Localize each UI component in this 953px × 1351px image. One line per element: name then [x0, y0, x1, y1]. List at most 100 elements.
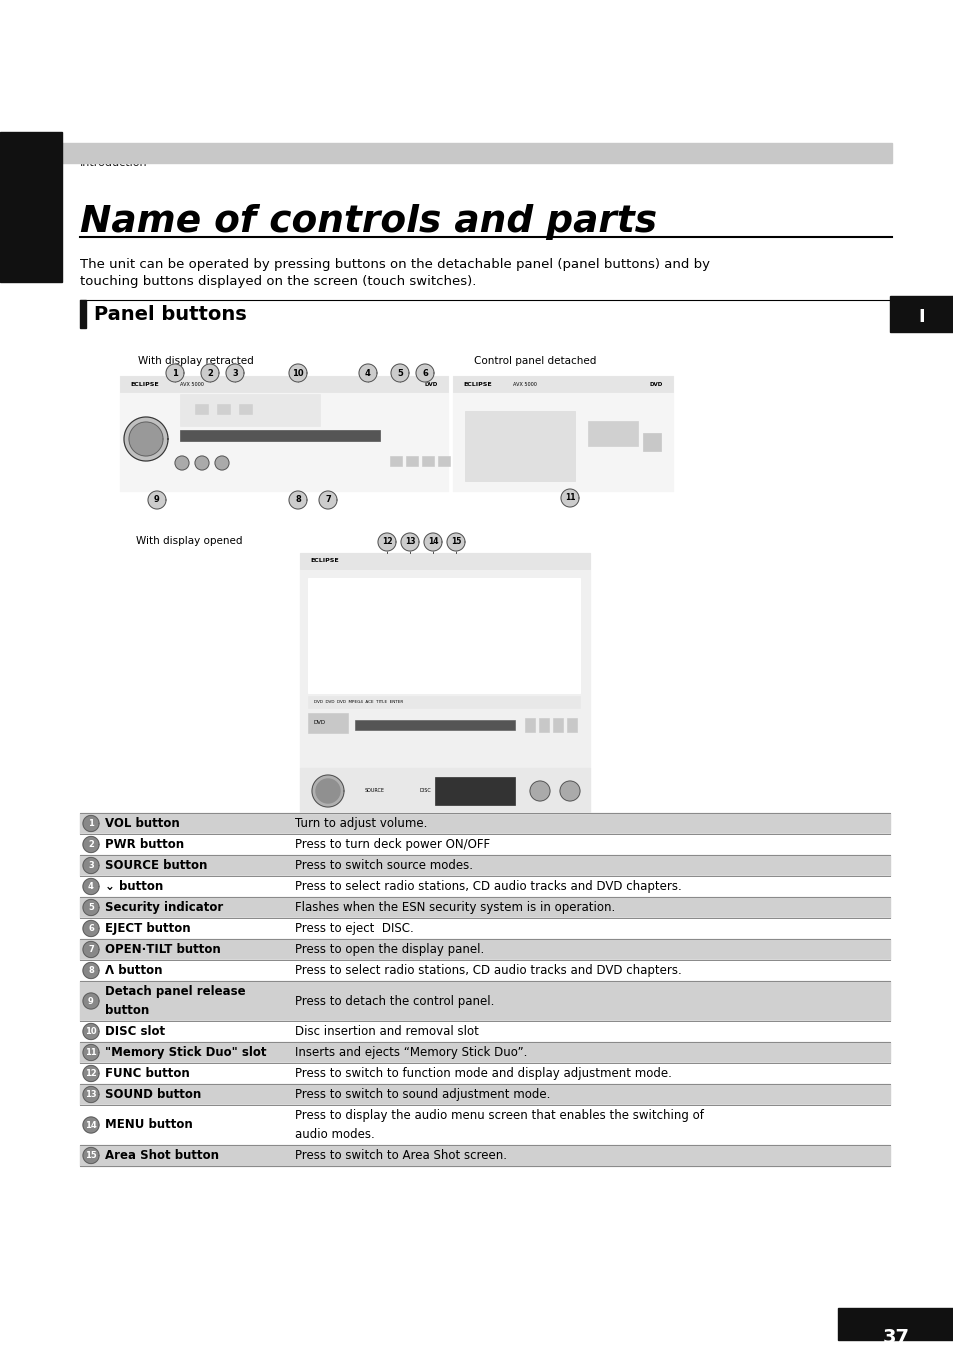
- Bar: [120, 376, 448, 490]
- Text: DISC slot: DISC slot: [105, 1025, 165, 1038]
- Text: SOURCE: SOURCE: [365, 789, 385, 793]
- Text: 5: 5: [396, 369, 402, 377]
- Polygon shape: [83, 962, 99, 978]
- Bar: [80, 1105, 889, 1146]
- Bar: [80, 875, 889, 897]
- Text: With display opened: With display opened: [135, 536, 242, 546]
- Text: Press to select radio stations, CD audio tracks and DVD chapters.: Press to select radio stations, CD audio…: [294, 880, 681, 893]
- Text: 37: 37: [882, 1328, 908, 1347]
- Bar: [80, 897, 889, 917]
- Bar: [80, 300, 86, 328]
- Bar: [837, 1308, 953, 1340]
- Text: 2: 2: [207, 369, 213, 377]
- Text: Press to turn deck power ON/OFF: Press to turn deck power ON/OFF: [294, 838, 490, 851]
- Text: 13: 13: [404, 538, 415, 547]
- Bar: [566, 717, 577, 732]
- Text: 3: 3: [88, 861, 93, 870]
- Polygon shape: [318, 490, 336, 509]
- Polygon shape: [289, 490, 307, 509]
- Bar: [0, 132, 62, 282]
- Bar: [308, 713, 348, 734]
- Bar: [120, 342, 273, 359]
- Bar: [180, 430, 379, 440]
- Bar: [889, 296, 953, 332]
- Circle shape: [194, 457, 209, 470]
- Text: MENU button: MENU button: [105, 1119, 193, 1132]
- Text: FUNC button: FUNC button: [105, 1067, 190, 1079]
- Text: 6: 6: [421, 369, 428, 377]
- Text: Press to switch source modes.: Press to switch source modes.: [294, 859, 473, 871]
- Bar: [453, 376, 672, 490]
- Text: 11: 11: [564, 493, 575, 503]
- Bar: [538, 717, 548, 732]
- Polygon shape: [83, 1044, 99, 1061]
- Text: Flashes when the ESN security system is in operation.: Flashes when the ESN security system is …: [294, 901, 615, 915]
- Polygon shape: [400, 534, 418, 551]
- Bar: [587, 422, 638, 446]
- Text: 13: 13: [85, 1090, 96, 1098]
- Bar: [80, 981, 889, 1021]
- Polygon shape: [315, 780, 339, 802]
- Text: SOURCE button: SOURCE button: [105, 859, 207, 871]
- Polygon shape: [201, 363, 219, 382]
- Text: Press to detach the control panel.: Press to detach the control panel.: [294, 994, 494, 1008]
- Text: Press to switch to sound adjustment mode.: Press to switch to sound adjustment mode…: [294, 1088, 550, 1101]
- Bar: [299, 767, 589, 813]
- Bar: [80, 1042, 889, 1063]
- Text: 9: 9: [88, 997, 93, 1005]
- Polygon shape: [83, 900, 99, 916]
- Polygon shape: [83, 1024, 99, 1039]
- Polygon shape: [391, 363, 409, 382]
- Bar: [80, 1146, 889, 1166]
- Polygon shape: [83, 920, 99, 936]
- Text: Introduction: Introduction: [80, 158, 148, 168]
- Polygon shape: [83, 1147, 99, 1163]
- Text: 11: 11: [85, 1048, 97, 1056]
- Polygon shape: [83, 1066, 99, 1082]
- Text: Panel buttons: Panel buttons: [94, 305, 247, 324]
- Bar: [406, 457, 417, 466]
- Text: Press to switch to Area Shot screen.: Press to switch to Area Shot screen.: [294, 1148, 506, 1162]
- Bar: [553, 717, 562, 732]
- Polygon shape: [83, 993, 99, 1009]
- Text: "Memory Stick Duo" slot: "Memory Stick Duo" slot: [105, 1046, 266, 1059]
- Polygon shape: [377, 534, 395, 551]
- Text: 4: 4: [365, 369, 371, 377]
- Polygon shape: [423, 534, 441, 551]
- Text: 15: 15: [85, 1151, 97, 1161]
- Text: Control panel detached: Control panel detached: [474, 357, 596, 366]
- Text: 1: 1: [172, 369, 178, 377]
- Bar: [308, 696, 579, 708]
- Bar: [437, 457, 450, 466]
- Text: Λ button: Λ button: [105, 965, 162, 977]
- Polygon shape: [83, 878, 99, 894]
- Polygon shape: [83, 858, 99, 874]
- Bar: [80, 834, 889, 855]
- Polygon shape: [83, 1086, 99, 1102]
- Text: ECLIPSE: ECLIPSE: [462, 381, 491, 386]
- Bar: [435, 777, 515, 805]
- Bar: [421, 457, 434, 466]
- Bar: [642, 434, 660, 451]
- Text: Inserts and ejects “Memory Stick Duo”.: Inserts and ejects “Memory Stick Duo”.: [294, 1046, 527, 1059]
- Text: 12: 12: [85, 1069, 97, 1078]
- Bar: [62, 143, 891, 163]
- Text: DVD: DVD: [314, 720, 326, 725]
- Text: Disc insertion and removal slot: Disc insertion and removal slot: [294, 1025, 478, 1038]
- Bar: [524, 717, 535, 732]
- Bar: [239, 404, 252, 413]
- Bar: [80, 1021, 889, 1042]
- Text: Security indicator: Security indicator: [105, 901, 223, 915]
- Text: 8: 8: [88, 966, 93, 975]
- Circle shape: [174, 457, 189, 470]
- Text: AVX 5000: AVX 5000: [180, 381, 204, 386]
- Text: 1: 1: [88, 819, 93, 828]
- Bar: [216, 404, 230, 413]
- Text: ⌄ button: ⌄ button: [105, 880, 163, 893]
- Circle shape: [530, 781, 550, 801]
- Bar: [299, 553, 589, 569]
- Text: Turn to adjust volume.: Turn to adjust volume.: [294, 817, 427, 830]
- Text: 10: 10: [85, 1027, 96, 1036]
- Text: 9: 9: [154, 496, 160, 504]
- Text: ECLIPSE: ECLIPSE: [310, 558, 338, 563]
